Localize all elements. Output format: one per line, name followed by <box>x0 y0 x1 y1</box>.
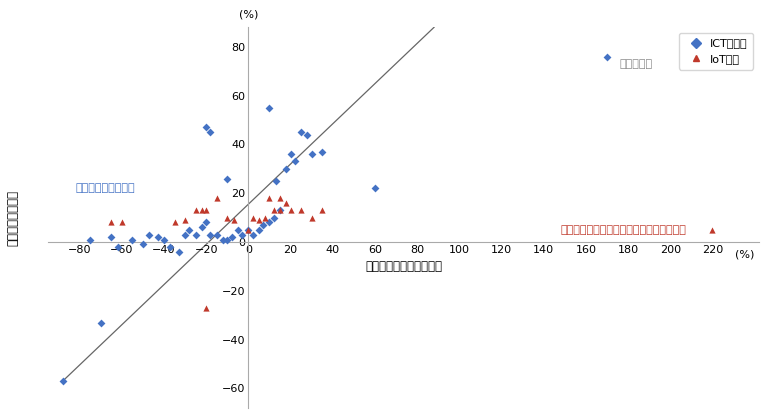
Point <box>143 231 156 238</box>
Point <box>253 217 265 223</box>
Point <box>116 219 128 226</box>
Point <box>316 207 328 214</box>
Point <box>200 207 213 214</box>
Point <box>164 243 176 250</box>
Point <box>274 207 286 214</box>
Point <box>105 219 118 226</box>
Text: (%): (%) <box>735 249 755 259</box>
Point <box>301 131 313 138</box>
Point <box>601 53 613 60</box>
Point <box>126 236 139 243</box>
Point <box>152 234 164 241</box>
Point <box>189 231 202 238</box>
Point <box>56 378 69 384</box>
Point <box>306 214 318 221</box>
Point <box>137 241 149 248</box>
Point <box>226 234 238 241</box>
Point <box>227 217 239 223</box>
Point <box>183 226 196 233</box>
Point <box>200 305 213 311</box>
Point <box>284 151 296 158</box>
Point <box>284 207 296 214</box>
Point <box>204 129 216 136</box>
Point <box>200 124 213 131</box>
Point <box>243 226 255 233</box>
Point <box>196 207 208 214</box>
Point <box>179 231 191 238</box>
Point <box>257 222 270 228</box>
Legend: ICT製品等, IoT製品: ICT製品等, IoT製品 <box>679 33 753 70</box>
Point <box>295 129 307 136</box>
Point <box>306 151 318 158</box>
Point <box>246 231 259 238</box>
Point <box>158 236 170 243</box>
Point <box>204 231 216 238</box>
Point <box>263 195 276 202</box>
Point <box>210 231 223 238</box>
Point <box>221 214 233 221</box>
Point <box>196 224 208 231</box>
Point <box>243 226 255 233</box>
Point <box>105 234 118 241</box>
Point <box>236 231 248 238</box>
Point <box>169 219 181 226</box>
Point <box>267 214 280 221</box>
Point <box>221 236 233 243</box>
Point <box>295 207 307 214</box>
Point <box>274 195 286 202</box>
Point <box>280 166 293 172</box>
Text: グラフィック半導体: グラフィック半導体 <box>75 184 135 193</box>
Point <box>112 243 124 250</box>
Point <box>263 219 276 226</box>
Point <box>263 104 276 111</box>
Point <box>217 236 229 243</box>
Y-axis label: 世界の市場成長率: 世界の市場成長率 <box>6 190 19 246</box>
Point <box>369 185 381 191</box>
Point <box>289 158 301 165</box>
Point <box>84 236 96 243</box>
Point <box>316 148 328 155</box>
Point <box>95 319 107 326</box>
Point <box>172 248 185 255</box>
Point <box>706 226 718 233</box>
Point <box>253 226 265 233</box>
Point <box>270 178 282 184</box>
Point <box>280 199 293 206</box>
Point <box>267 207 280 214</box>
Point <box>210 195 223 202</box>
Point <box>246 214 259 221</box>
Point <box>189 207 202 214</box>
Point <box>232 226 244 233</box>
X-axis label: 日本企業の売上高成長率: 日本企業の売上高成長率 <box>365 260 442 273</box>
Point <box>179 217 191 223</box>
Point <box>274 207 286 214</box>
Point <box>221 175 233 182</box>
Point <box>200 219 213 226</box>
Point <box>259 214 271 221</box>
Text: ウエアラブル（スポーツ・フィットネス）: ウエアラブル（スポーツ・フィットネス） <box>561 225 687 235</box>
Text: (%): (%) <box>239 10 258 20</box>
Text: 小型基地局: 小型基地局 <box>620 59 653 69</box>
